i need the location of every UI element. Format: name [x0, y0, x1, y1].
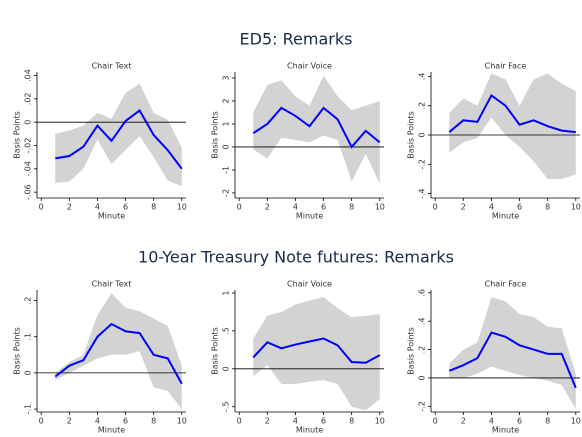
- y-tick-label: -.4: [418, 188, 427, 199]
- x-tick-label: 8: [545, 417, 550, 426]
- x-axis-label: Minute: [492, 426, 519, 435]
- y-tick-label: .2: [418, 346, 427, 354]
- x-tick-label: 4: [293, 417, 298, 426]
- y-tick-label: 0: [222, 144, 231, 149]
- estimate-line: [252, 337, 381, 364]
- panel-title: Chair Face: [485, 280, 527, 289]
- x-tick-label: 6: [321, 417, 326, 426]
- y-tick-label: .4: [418, 73, 427, 81]
- y-tick-label: 1: [222, 290, 231, 295]
- x-tick-label: 2: [461, 203, 466, 212]
- x-tick-label: 0: [433, 417, 438, 426]
- x-tick-label: 10: [177, 417, 187, 426]
- x-axis-label: Minute: [492, 212, 519, 221]
- confidence-band: [55, 83, 182, 187]
- panel-title: Chair Voice: [287, 280, 332, 289]
- y-axis-label: Basis Points: [211, 327, 220, 375]
- x-tick-label: 4: [95, 203, 100, 212]
- x-tick-label: 2: [67, 203, 72, 212]
- x-tick-label: 2: [265, 203, 270, 212]
- y-tick-label: -.02: [24, 138, 33, 154]
- x-tick-label: 4: [489, 203, 494, 212]
- x-tick-label: 8: [349, 417, 354, 426]
- y-tick-label: .2: [418, 102, 427, 110]
- x-axis-label: Minute: [98, 212, 125, 221]
- x-tick-label: 8: [151, 417, 156, 426]
- x-axis-label: Minute: [296, 426, 323, 435]
- y-tick-label: .1: [24, 333, 33, 341]
- y-tick-label: 0: [418, 375, 427, 380]
- panel-title: Chair Face: [485, 62, 527, 71]
- y-tick-label: 0: [418, 132, 427, 137]
- x-tick-label: 6: [517, 417, 522, 426]
- y-tick-label: 3: [222, 75, 231, 80]
- x-tick-label: 2: [67, 417, 72, 426]
- x-tick-label: 0: [237, 203, 242, 212]
- x-tick-label: 6: [517, 203, 522, 212]
- x-axis-label: Minute: [98, 426, 125, 435]
- y-tick-label: -.2: [418, 401, 427, 412]
- y-tick-label: 0: [24, 370, 33, 375]
- y-tick-label: -1: [222, 166, 231, 174]
- x-tick-label: 0: [237, 417, 242, 426]
- y-tick-label: .02: [24, 92, 33, 105]
- x-tick-label: 4: [489, 417, 494, 426]
- estimate-line: [55, 109, 183, 170]
- confidence-band: [449, 73, 576, 179]
- x-tick-label: 4: [293, 203, 298, 212]
- x-tick-label: 4: [95, 417, 100, 426]
- x-tick-label: 0: [39, 417, 44, 426]
- y-axis-label: Basis Points: [407, 327, 416, 375]
- y-tick-label: 1: [222, 121, 231, 126]
- estimate-line: [252, 106, 381, 149]
- x-tick-label: 10: [375, 203, 385, 212]
- x-tick-label: 8: [545, 203, 550, 212]
- y-tick-label: 0: [222, 366, 231, 371]
- y-tick-label: 0: [24, 120, 33, 125]
- x-tick-label: 6: [123, 203, 128, 212]
- y-tick-label: .2: [24, 297, 33, 305]
- confidence-band: [253, 296, 380, 411]
- y-tick-label: -2: [222, 189, 231, 197]
- panel-title: Chair Text: [92, 280, 132, 289]
- x-tick-label: 0: [39, 203, 44, 212]
- confidence-band: [253, 75, 380, 184]
- x-tick-label: 8: [349, 203, 354, 212]
- x-tick-label: 0: [433, 203, 438, 212]
- y-axis-label: Basis Points: [13, 327, 22, 375]
- confidence-band: [449, 297, 576, 410]
- y-tick-label: .5: [222, 327, 231, 335]
- x-axis-label: Minute: [296, 212, 323, 221]
- y-tick-label: -.1: [24, 404, 33, 415]
- section-title: ED5: Remarks: [240, 30, 353, 49]
- x-tick-label: 10: [177, 203, 187, 212]
- x-tick-label: 2: [265, 417, 270, 426]
- estimate-line: [54, 322, 183, 385]
- x-tick-label: 10: [571, 417, 581, 426]
- y-tick-label: .04: [24, 69, 33, 82]
- section-title: 10-Year Treasury Note futures: Remarks: [138, 248, 454, 267]
- y-axis-label: Basis Points: [211, 111, 220, 159]
- x-tick-label: 8: [151, 203, 156, 212]
- y-tick-label: .6: [418, 289, 427, 297]
- y-tick-label: .4: [418, 317, 427, 325]
- confidence-band: [55, 293, 182, 410]
- x-tick-label: 10: [375, 417, 385, 426]
- y-axis-label: Basis Points: [407, 111, 416, 159]
- panel-title: Chair Voice: [287, 62, 332, 71]
- y-tick-label: 2: [222, 98, 231, 103]
- y-axis-label: Basis Points: [13, 111, 22, 159]
- estimate-line: [448, 93, 576, 134]
- panel-title: Chair Text: [92, 62, 132, 71]
- y-tick-label: -.06: [24, 184, 33, 200]
- x-tick-label: 6: [123, 417, 128, 426]
- estimate-line: [448, 331, 577, 389]
- x-tick-label: 6: [321, 203, 326, 212]
- x-tick-label: 2: [461, 417, 466, 426]
- y-tick-label: -.5: [222, 401, 231, 412]
- y-tick-label: -.04: [24, 161, 33, 177]
- x-tick-label: 10: [571, 203, 581, 212]
- y-tick-label: -.2: [418, 159, 427, 170]
